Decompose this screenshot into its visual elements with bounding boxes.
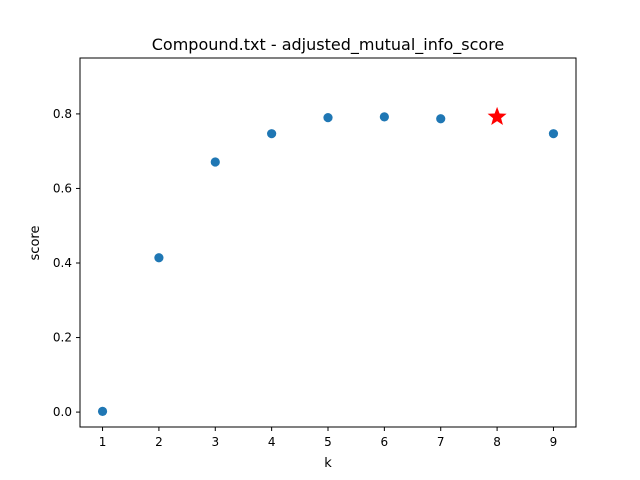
x-axis-label: k xyxy=(324,456,332,471)
x-tick-label: 8 xyxy=(493,435,501,449)
data-marks xyxy=(97,106,559,416)
chart-title: Compound.txt - adjusted_mutual_info_scor… xyxy=(152,35,505,55)
data-point xyxy=(436,114,446,124)
data-point xyxy=(267,129,277,139)
data-point xyxy=(548,129,559,139)
y-axis-label: score xyxy=(28,226,43,261)
data-point xyxy=(154,253,164,263)
x-tick-label: 1 xyxy=(99,435,107,449)
y-tick-label: 0.6 xyxy=(53,181,72,195)
x-tick-label: 2 xyxy=(155,435,163,449)
y-tick-label: 0.2 xyxy=(53,331,72,345)
data-point xyxy=(210,157,220,167)
x-tick-label: 5 xyxy=(324,435,332,449)
best-k-star-point xyxy=(487,106,507,125)
data-point xyxy=(379,112,389,122)
x-tick-label: 4 xyxy=(268,435,276,449)
data-point xyxy=(97,406,108,416)
y-tick-label: 0.4 xyxy=(53,256,72,270)
y-tick-label: 0.0 xyxy=(53,405,72,419)
x-tick-label: 3 xyxy=(211,435,219,449)
x-tick-label: 9 xyxy=(550,435,558,449)
x-tick-label: 6 xyxy=(381,435,389,449)
y-axis-ticks: 0.0 0.2 0.4 0.6 0.8 xyxy=(53,107,80,419)
x-tick-label: 7 xyxy=(437,435,445,449)
data-point xyxy=(323,113,333,123)
plot-frame xyxy=(79,57,577,428)
y-tick-label: 0.8 xyxy=(53,107,72,121)
x-axis-ticks: 1 2 3 4 5 6 7 8 9 xyxy=(99,427,558,449)
